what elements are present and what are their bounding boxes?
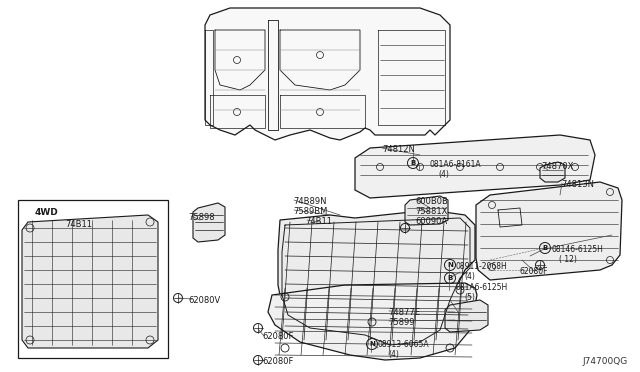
Text: J74700QG: J74700QG [583, 357, 628, 366]
Text: 62080F: 62080F [262, 332, 293, 341]
Text: N: N [369, 341, 375, 347]
Text: (4): (4) [464, 272, 475, 281]
Polygon shape [205, 8, 450, 140]
Text: 62080F: 62080F [262, 357, 293, 366]
Text: 74813N: 74813N [561, 180, 594, 189]
Polygon shape [540, 162, 565, 182]
Text: 08913-6065A: 08913-6065A [378, 340, 429, 349]
Text: 74B11: 74B11 [305, 217, 332, 226]
Text: 60090A: 60090A [415, 217, 447, 226]
Text: 74870X: 74870X [541, 162, 573, 171]
Text: N: N [447, 262, 453, 268]
Polygon shape [22, 215, 158, 348]
Text: (5): (5) [464, 293, 475, 302]
Text: 74B11: 74B11 [65, 220, 92, 229]
Text: 4WD: 4WD [35, 208, 59, 217]
Text: (4): (4) [438, 170, 449, 179]
Polygon shape [193, 203, 225, 242]
Polygon shape [476, 182, 622, 280]
Text: 081A6-8161A: 081A6-8161A [430, 160, 482, 169]
Text: (4): (4) [388, 350, 399, 359]
Polygon shape [445, 300, 488, 332]
Text: 08146-6125H: 08146-6125H [551, 245, 603, 254]
Text: 08911-2068H: 08911-2068H [456, 262, 508, 271]
Bar [18, 200, 168, 358]
Text: 62080V: 62080V [188, 296, 220, 305]
Text: B: B [447, 275, 452, 281]
Text: 62080F: 62080F [520, 267, 548, 276]
Text: B: B [542, 245, 548, 251]
Polygon shape [278, 210, 475, 348]
Text: 75899: 75899 [388, 318, 415, 327]
Text: 75881X: 75881X [415, 207, 447, 216]
Text: 75898: 75898 [188, 213, 214, 222]
Text: 081A6-6125H: 081A6-6125H [456, 283, 508, 292]
Text: 600B0B: 600B0B [415, 197, 448, 206]
Polygon shape [268, 283, 477, 360]
Text: B: B [410, 160, 415, 166]
Text: 7589BM: 7589BM [293, 207, 328, 216]
Polygon shape [355, 135, 595, 198]
Text: 74B89N: 74B89N [293, 197, 326, 206]
Text: 74812N: 74812N [382, 145, 415, 154]
Polygon shape [405, 196, 448, 225]
Text: ( 12): ( 12) [559, 255, 577, 264]
Text: 74877E: 74877E [388, 308, 420, 317]
